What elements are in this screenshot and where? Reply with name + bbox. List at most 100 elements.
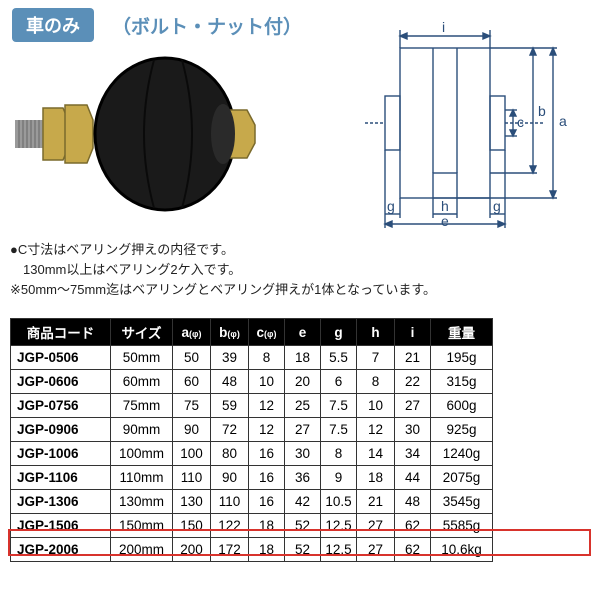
cell-i: 30: [395, 418, 431, 442]
cell-h: 12: [357, 418, 395, 442]
dimension-diagram: i a b c h g g e: [345, 18, 595, 228]
cell-code: JGP-1106: [11, 466, 111, 490]
dim-label-g: g: [387, 198, 395, 214]
cell-size: 150mm: [111, 514, 173, 538]
cell-wt: 195g: [431, 346, 493, 370]
cell-size: 130mm: [111, 490, 173, 514]
th-i: i: [395, 319, 431, 346]
notes-block: ●C寸法はベアリング押えの内径です。 130mm以上はベアリング2ケ入です。 ※…: [10, 240, 590, 300]
cell-c: 12: [249, 394, 285, 418]
section-subtitle: （ボルト・ナット付）: [112, 12, 302, 39]
th-g: g: [321, 319, 357, 346]
cell-e: 25: [285, 394, 321, 418]
cell-size: 60mm: [111, 370, 173, 394]
note-line-2: 130mm以上はベアリング2ケ入です。: [10, 260, 590, 280]
dim-label-i: i: [442, 19, 445, 35]
th-c: c(φ): [249, 319, 285, 346]
th-b: b(φ): [211, 319, 249, 346]
cell-code: JGP-1506: [11, 514, 111, 538]
cell-c: 18: [249, 538, 285, 562]
cell-b: 80: [211, 442, 249, 466]
cell-code: JGP-1006: [11, 442, 111, 466]
cell-c: 12: [249, 418, 285, 442]
cell-h: 18: [357, 466, 395, 490]
cell-wt: 3545g: [431, 490, 493, 514]
cell-size: 90mm: [111, 418, 173, 442]
table-row: JGP-1006100mm100801630814341240g: [11, 442, 493, 466]
table-row: JGP-1506150mm150122185212.527625585g: [11, 514, 493, 538]
cell-a: 60: [173, 370, 211, 394]
cell-size: 100mm: [111, 442, 173, 466]
cell-c: 16: [249, 466, 285, 490]
cell-g: 12.5: [321, 514, 357, 538]
table-row: JGP-1106110mm110901636918442075g: [11, 466, 493, 490]
cell-b: 39: [211, 346, 249, 370]
cell-g: 12.5: [321, 538, 357, 562]
cell-b: 59: [211, 394, 249, 418]
cell-h: 7: [357, 346, 395, 370]
th-h: h: [357, 319, 395, 346]
cell-g: 9: [321, 466, 357, 490]
cell-i: 48: [395, 490, 431, 514]
dim-label-b: b: [538, 103, 546, 119]
cell-h: 14: [357, 442, 395, 466]
cell-h: 8: [357, 370, 395, 394]
cell-code: JGP-0606: [11, 370, 111, 394]
cell-e: 30: [285, 442, 321, 466]
cell-e: 36: [285, 466, 321, 490]
cell-i: 27: [395, 394, 431, 418]
note-line-1: ●C寸法はベアリング押えの内径です。: [10, 240, 590, 260]
cell-code: JGP-0906: [11, 418, 111, 442]
table-row: JGP-050650mm50398185.5721195g: [11, 346, 493, 370]
cell-g: 6: [321, 370, 357, 394]
cell-e: 20: [285, 370, 321, 394]
th-a: a(φ): [173, 319, 211, 346]
cell-i: 62: [395, 514, 431, 538]
cell-g: 5.5: [321, 346, 357, 370]
table-header-row: 商品コード サイズ a(φ) b(φ) c(φ) e g h i 重量: [11, 319, 493, 346]
cell-g: 8: [321, 442, 357, 466]
note-line-3: ※50mm〜75mm迄はベアリングとベアリング押えが1体となっています。: [10, 280, 590, 300]
cell-wt: 2075g: [431, 466, 493, 490]
dim-label-e: e: [441, 213, 449, 228]
cell-wt: 925g: [431, 418, 493, 442]
dim-label-c: c: [517, 114, 524, 130]
th-weight: 重量: [431, 319, 493, 346]
cell-b: 72: [211, 418, 249, 442]
cell-wt: 600g: [431, 394, 493, 418]
cell-wt: 10.6kg: [431, 538, 493, 562]
table-row: JGP-090690mm907212277.51230925g: [11, 418, 493, 442]
cell-code: JGP-0506: [11, 346, 111, 370]
cell-code: JGP-2006: [11, 538, 111, 562]
cell-i: 34: [395, 442, 431, 466]
dim-label-h: h: [441, 198, 449, 214]
cell-i: 44: [395, 466, 431, 490]
cell-b: 48: [211, 370, 249, 394]
cell-c: 8: [249, 346, 285, 370]
cell-a: 100: [173, 442, 211, 466]
cell-h: 21: [357, 490, 395, 514]
spec-table: 商品コード サイズ a(φ) b(φ) c(φ) e g h i 重量 JGP-…: [10, 318, 493, 562]
table-row: JGP-1306130mm130110164210.521483545g: [11, 490, 493, 514]
cell-b: 122: [211, 514, 249, 538]
dim-label-g2: g: [493, 198, 501, 214]
th-code: 商品コード: [11, 319, 111, 346]
cell-wt: 315g: [431, 370, 493, 394]
cell-code: JGP-1306: [11, 490, 111, 514]
cell-e: 52: [285, 538, 321, 562]
th-size: サイズ: [111, 319, 173, 346]
table-row: JGP-075675mm755912257.51027600g: [11, 394, 493, 418]
cell-h: 10: [357, 394, 395, 418]
cell-wt: 1240g: [431, 442, 493, 466]
cell-i: 22: [395, 370, 431, 394]
cell-size: 50mm: [111, 346, 173, 370]
cell-e: 18: [285, 346, 321, 370]
cell-h: 27: [357, 514, 395, 538]
cell-i: 62: [395, 538, 431, 562]
cell-h: 27: [357, 538, 395, 562]
cell-size: 110mm: [111, 466, 173, 490]
product-photo: [5, 50, 270, 220]
cell-e: 52: [285, 514, 321, 538]
cell-wt: 5585g: [431, 514, 493, 538]
cell-i: 21: [395, 346, 431, 370]
